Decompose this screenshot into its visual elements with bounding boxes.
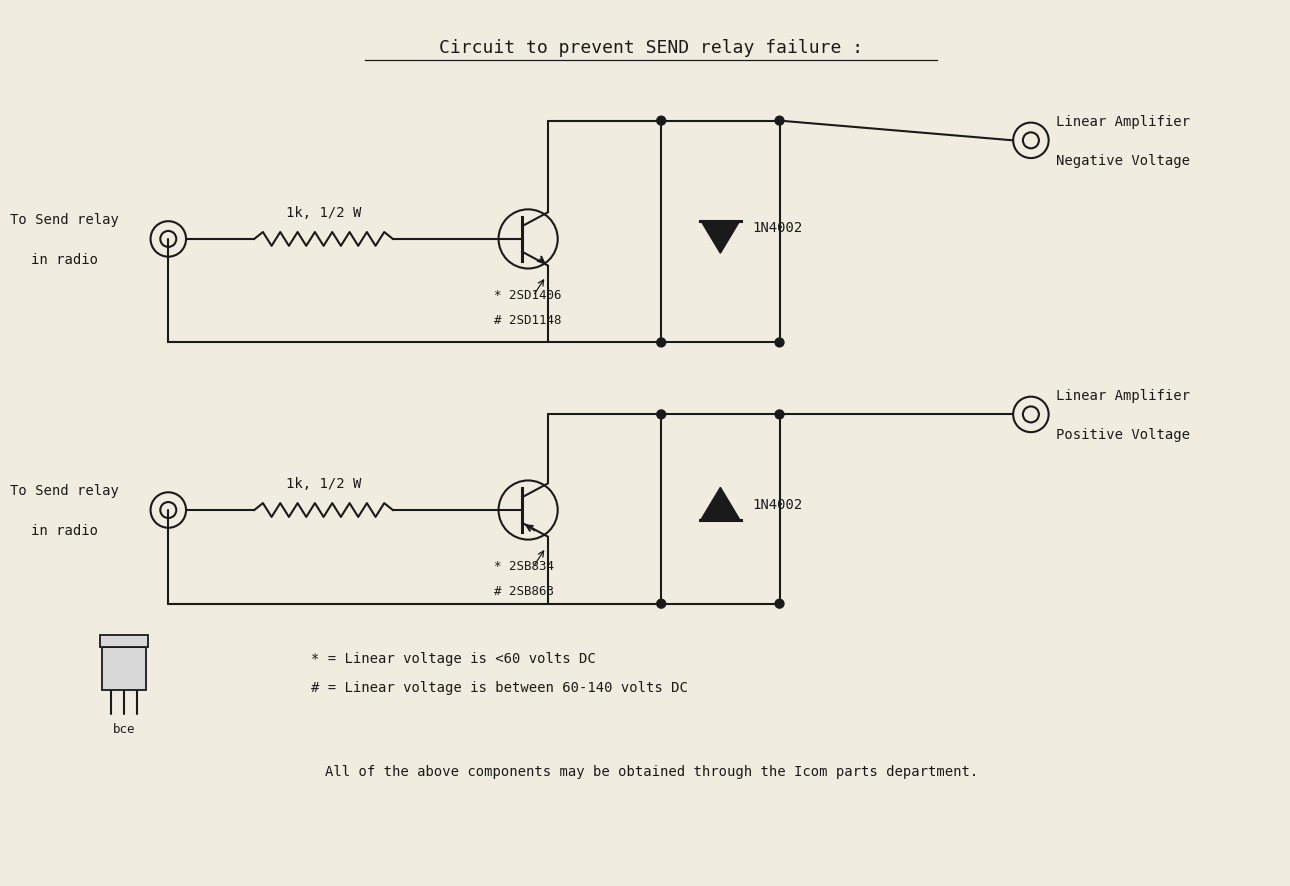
Text: Circuit to prevent SEND relay failure :: Circuit to prevent SEND relay failure :: [440, 39, 863, 57]
Circle shape: [775, 410, 784, 419]
FancyBboxPatch shape: [102, 648, 146, 691]
Text: bce: bce: [112, 722, 135, 735]
Circle shape: [775, 117, 784, 126]
Polygon shape: [700, 488, 740, 520]
Text: # = Linear voltage is between 60-140 volts DC: # = Linear voltage is between 60-140 vol…: [311, 680, 688, 695]
Text: Linear Amplifier: Linear Amplifier: [1055, 388, 1189, 402]
Text: Linear Amplifier: Linear Amplifier: [1055, 114, 1189, 128]
Text: * = Linear voltage is <60 volts DC: * = Linear voltage is <60 volts DC: [311, 651, 596, 665]
Circle shape: [657, 117, 666, 126]
Circle shape: [657, 600, 666, 609]
Text: To Send relay: To Send relay: [10, 484, 119, 498]
Text: 1N4002: 1N4002: [752, 498, 802, 511]
Circle shape: [775, 600, 784, 609]
Polygon shape: [700, 222, 740, 254]
Text: * 2SB834: * 2SB834: [494, 560, 553, 572]
Text: To Send relay: To Send relay: [10, 213, 119, 227]
Text: in radio: in radio: [31, 524, 98, 537]
Text: 1N4002: 1N4002: [752, 221, 802, 234]
Text: # 2SB863: # 2SB863: [494, 584, 553, 597]
Circle shape: [775, 338, 784, 347]
Circle shape: [657, 410, 666, 419]
Text: All of the above components may be obtained through the Icom parts department.: All of the above components may be obtai…: [325, 765, 978, 779]
Text: in radio: in radio: [31, 253, 98, 267]
FancyBboxPatch shape: [101, 635, 147, 648]
Text: * 2SD1406: * 2SD1406: [494, 289, 561, 302]
Text: # 2SD1148: # 2SD1148: [494, 314, 561, 327]
Text: 1k, 1/2 W: 1k, 1/2 W: [286, 206, 361, 220]
Text: 1k, 1/2 W: 1k, 1/2 W: [286, 477, 361, 491]
Text: Positive Voltage: Positive Voltage: [1055, 428, 1189, 442]
Circle shape: [657, 338, 666, 347]
Text: Negative Voltage: Negative Voltage: [1055, 154, 1189, 168]
